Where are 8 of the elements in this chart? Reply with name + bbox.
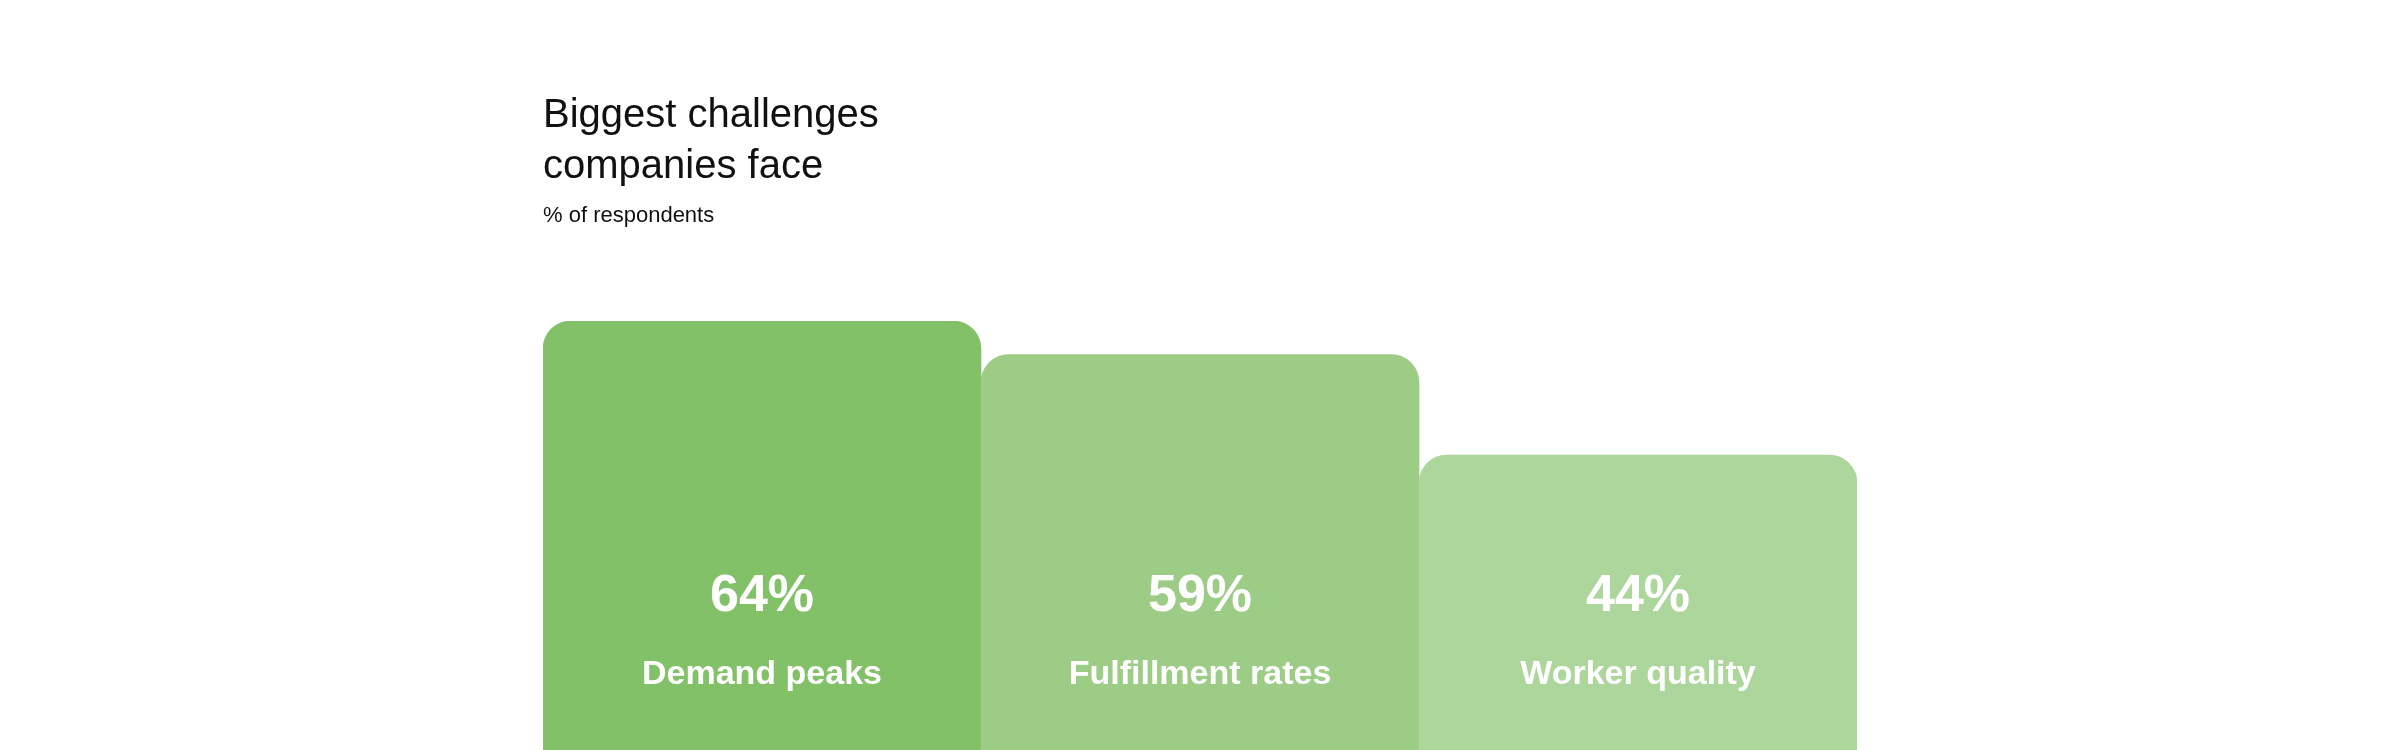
data-label: 59% (1147, 564, 1253, 623)
data-label: 64% (709, 564, 815, 623)
chart-subtitle: % of respondents (543, 202, 715, 228)
x-tick-label: Worker quality (1520, 653, 1756, 692)
x-tick-label: Fulfillment rates (1068, 653, 1332, 692)
data-label: 44% (1585, 564, 1691, 623)
x-tick-label: Demand peaks (642, 653, 882, 692)
chart-title: Biggest challenges companies face (543, 90, 879, 188)
